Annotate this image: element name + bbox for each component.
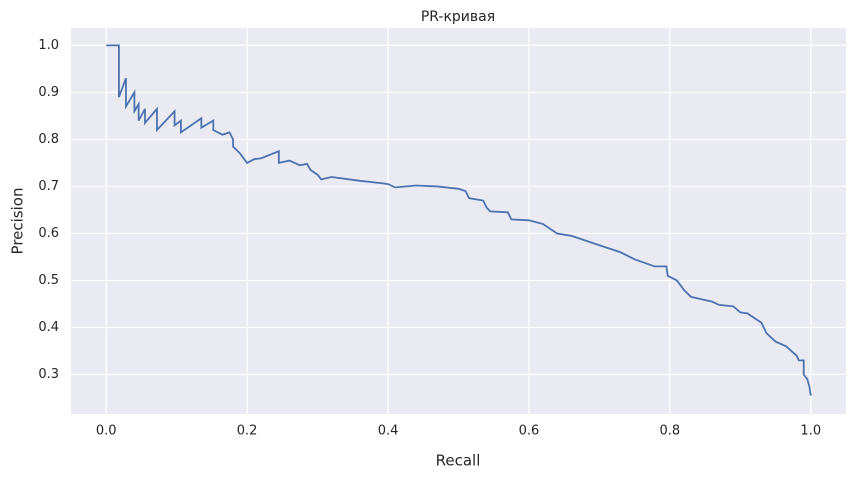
- pr-curve: [106, 44, 812, 396]
- x-tick-label: 0.8: [660, 424, 681, 439]
- y-tick-label: 0.5: [38, 273, 59, 288]
- x-tick-label: 0.6: [519, 424, 540, 439]
- chart-title: PR-кривая: [421, 9, 495, 25]
- y-tick-label: 0.9: [38, 85, 59, 100]
- x-tick-label: 0.4: [378, 424, 399, 439]
- x-axis-label: Recall: [436, 452, 481, 470]
- y-tick-label: 0.3: [38, 367, 59, 382]
- y-tick-label: 0.7: [38, 179, 59, 194]
- y-axis-label: Precision: [9, 188, 27, 255]
- x-tick-label: 0.0: [96, 424, 117, 439]
- x-tick-label: 1.0: [800, 424, 821, 439]
- y-tick-label: 0.4: [38, 320, 59, 335]
- y-tick-label: 0.6: [38, 226, 59, 241]
- y-tick-label: 1.0: [38, 38, 59, 53]
- y-tick-label: 0.8: [38, 132, 59, 147]
- x-tick-label: 0.2: [237, 424, 258, 439]
- plot-area: [71, 28, 846, 414]
